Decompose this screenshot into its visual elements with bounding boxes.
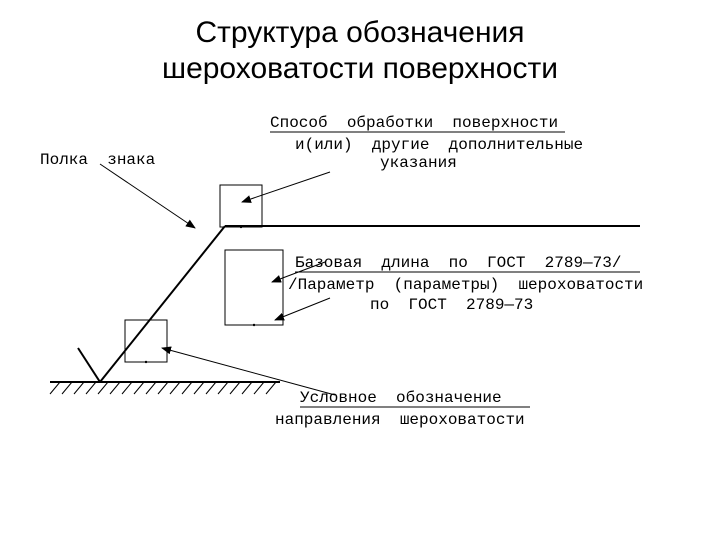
box-processing (220, 185, 262, 227)
arrow-polka (100, 164, 195, 228)
label-sposob-1: Способ обработки поверхности (270, 113, 558, 134)
diagram-area: Полка знака Способ обработки поверхности… (0, 110, 720, 530)
page-title: Структура обозначения шероховатости пове… (0, 0, 720, 87)
label-bazovaya: Базовая длина по ГОСТ 2789—73/ (295, 253, 621, 274)
dot-3 (145, 361, 147, 363)
label-parametr-1: /Параметр (параметры) шероховатости (288, 275, 643, 296)
dot-1 (240, 226, 242, 228)
label-parametr-2: по ГОСТ 2789—73 (370, 295, 533, 316)
hatching (50, 382, 276, 394)
dot-2 (253, 324, 255, 326)
diagram-svg (0, 110, 720, 530)
label-sposob-3: указания (380, 153, 457, 174)
title-line-2: шероховатости поверхности (162, 52, 558, 85)
box-parameter (225, 250, 283, 325)
label-uslovnoe-1: Условное обозначение (300, 388, 502, 409)
title-line-1: Структура обозначения (195, 16, 524, 49)
roughness-symbol (78, 226, 640, 382)
label-polka: Полка знака (40, 150, 155, 171)
arrow-sposob (242, 172, 330, 202)
label-uslovnoe-2: направления шероховатости (275, 410, 525, 431)
box-direction (125, 320, 167, 362)
